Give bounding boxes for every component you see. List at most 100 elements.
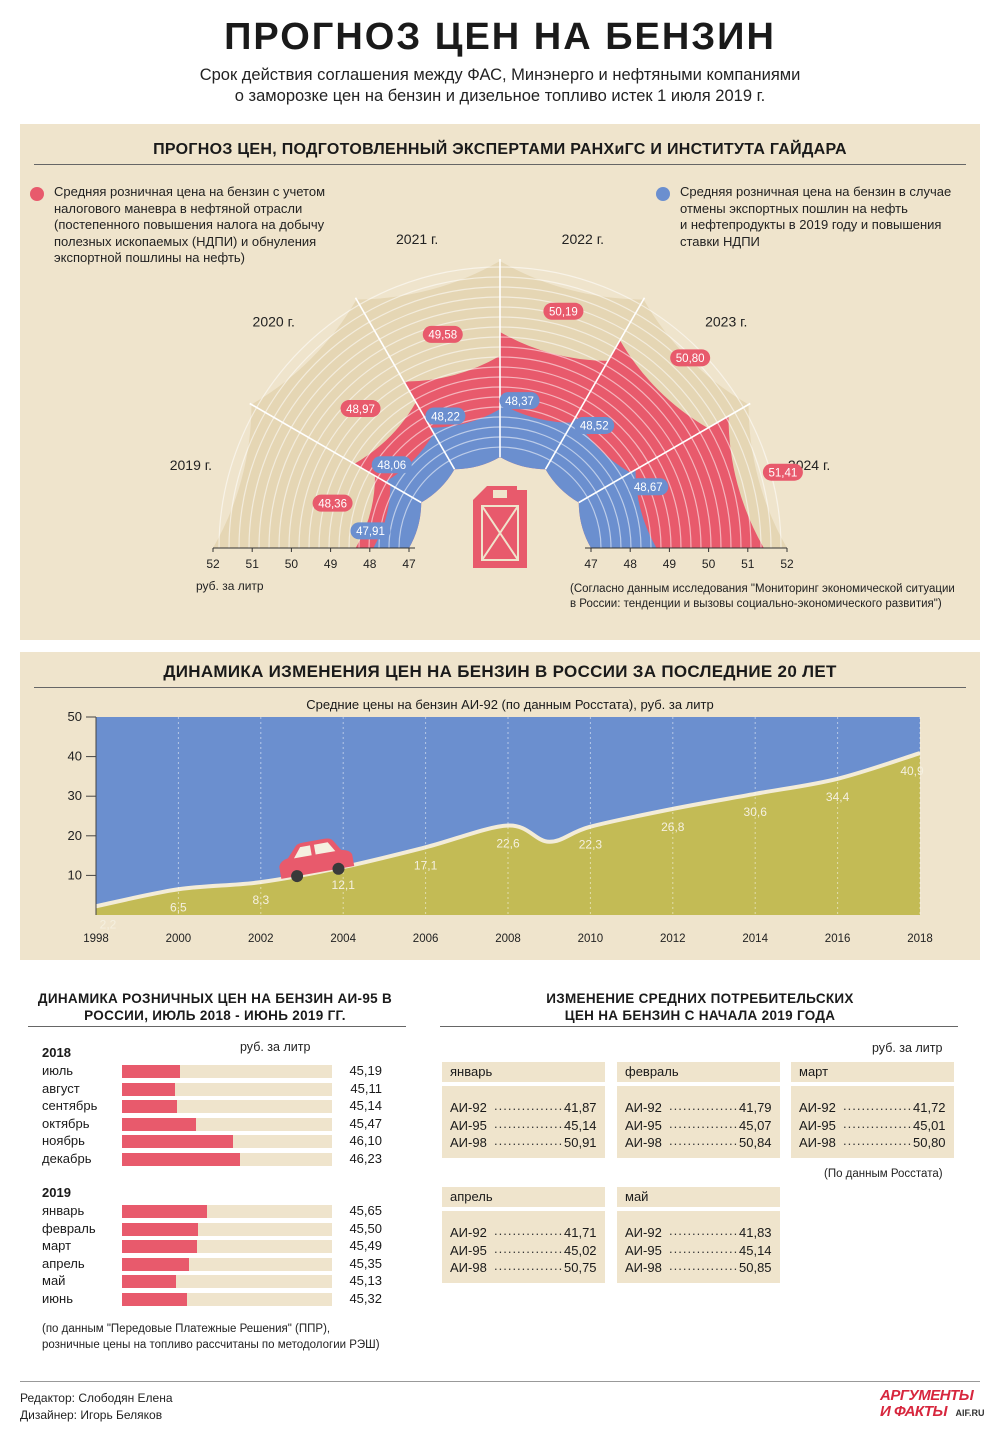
fuel-name: АИ-95 (625, 1117, 662, 1133)
forecast-source-line-2: в России: тенденции и вызовы социально-э… (570, 598, 942, 610)
fuel-name: АИ-98 (450, 1135, 487, 1150)
red-value-label: 48,97 (346, 404, 375, 416)
ai95-heading: ДИНАМИКА РОЗНИЧНЫХ ЦЕН НА БЕНЗИН АИ-95 В… (37, 991, 393, 1023)
legend-blue-dot (656, 187, 670, 201)
fuel-name: АИ-95 (625, 1242, 662, 1258)
data-label: 6,5 (170, 900, 187, 914)
dynamics-chart-title: Средние цены на бензин АИ-92 (по данным … (306, 697, 714, 712)
x-tick-label: 2000 (166, 933, 192, 945)
fuel-price-row: АИ-92...................................… (799, 1098, 949, 1115)
leader-dots: ........................................ (843, 1098, 911, 1113)
red-value-label: 51,41 (769, 467, 798, 479)
car-window (313, 842, 336, 855)
month-header: май (617, 1187, 780, 1207)
logo-line-2: И ФАКТЫ (880, 1403, 948, 1420)
aif-logo: АРГУМЕНТЫ И ФАКТЫ AIF.RU (880, 1388, 985, 1425)
leader-dots: ........................................ (669, 1258, 737, 1273)
leader-dots: ........................................ (669, 1098, 737, 1113)
fuel-name: АИ-92 (625, 1225, 662, 1240)
fuel-price-row: АИ-95...................................… (625, 1116, 775, 1133)
page-title: ПРОГНОЗ ЦЕН НА БЕНЗИН (224, 16, 776, 58)
fuel-name: АИ-92 (625, 1100, 662, 1115)
month-name: январь (450, 1064, 493, 1079)
car-icon (279, 838, 355, 883)
consumer-heading-text: ИЗМЕНЕНИЕ СРЕДНИХ ПОТРЕБИТЕЛЬСКИХ ЦЕН НА… (546, 991, 854, 1023)
car-wheel (332, 862, 345, 875)
fuel-name: АИ-95 (450, 1242, 487, 1258)
year-label: 2019 г. (170, 457, 212, 473)
jerrycan-panel (481, 505, 519, 561)
fuel-price: 50,85 (739, 1260, 772, 1275)
blue-value-label-pill (574, 416, 615, 434)
month-values-box: АИ-92...................................… (442, 1086, 605, 1158)
x-tick-label: 2002 (248, 933, 274, 945)
blue-value-label: 48,37 (505, 396, 534, 408)
red-value-label-pill (670, 349, 711, 367)
fuel-price-row: АИ-98...................................… (450, 1133, 600, 1150)
month-values-box: АИ-92...................................… (442, 1211, 605, 1283)
month-header: январь (442, 1062, 605, 1082)
fuel-price-row: АИ-95...................................… (450, 1116, 600, 1133)
leader-dots: ........................................ (669, 1133, 737, 1148)
year-label: 2023 г. (705, 314, 747, 330)
blue-value-label: 48,67 (634, 482, 663, 494)
fuel-name: АИ-98 (625, 1135, 662, 1150)
y-tick-label: 20 (68, 828, 82, 843)
month-values-box: АИ-92...................................… (617, 1086, 780, 1158)
sector-divider (578, 402, 751, 504)
data-label: 26,8 (661, 820, 685, 834)
fuel-price-row: АИ-95...................................… (799, 1116, 949, 1133)
y-tick-label: 50 (68, 709, 82, 724)
data-label: 34,4 (826, 790, 850, 804)
year-label: 2021 г. (396, 231, 438, 247)
x-tick-label: 2012 (660, 933, 686, 945)
legend-red-dot (30, 187, 44, 201)
blue-bar (545, 417, 631, 503)
month-name: апрель (450, 1189, 493, 1204)
jerrycan-icon (473, 486, 527, 568)
x-tick-label: 2014 (742, 933, 768, 945)
blue-value-label: 47,91 (356, 526, 385, 538)
data-label: 22,6 (496, 837, 520, 851)
forecast-heading: ПРОГНОЗ ЦЕН, ПОДГОТОВЛЕННЫЙ ЭКСПЕРТАМИ Р… (153, 141, 847, 158)
x-tick-label: 2008 (495, 933, 521, 945)
dynamics-heading: ДИНАМИКА ИЗМЕНЕНИЯ ЦЕН НА БЕНЗИН В РОССИ… (163, 662, 837, 681)
leader-dots: ........................................ (669, 1223, 737, 1238)
fuel-price: 50,84 (739, 1135, 772, 1150)
legend-red-text: Средняя розничная цена на бензин с учето… (54, 184, 326, 265)
subtitle-line-2: о заморозке цен на бензин и дизельное то… (234, 87, 766, 105)
blue-value-label-pill (350, 522, 391, 540)
red-value-label: 48,36 (318, 498, 347, 510)
month-name: февраль (625, 1064, 679, 1079)
axis-tick-label: 47 (402, 557, 416, 571)
x-tick-label: 2016 (825, 933, 851, 945)
area-line (95, 751, 921, 909)
axis-tick-label: 49 (663, 557, 677, 571)
data-label: 40,9 (900, 764, 924, 778)
axis-tick-label: 51 (741, 557, 755, 571)
axis-tick-label: 52 (780, 557, 794, 571)
axis-tick-label: 51 (246, 557, 260, 571)
red-value-label: 50,80 (676, 353, 705, 365)
leader-dots: ........................................ (494, 1258, 562, 1273)
month-name: май (625, 1189, 649, 1204)
fuel-price-row: АИ-92...................................… (450, 1223, 600, 1240)
legend-blue-text: Средняя розничная цена на бензин в случа… (680, 184, 952, 249)
blue-value-label-pill (425, 407, 466, 425)
red-value-label-pill (312, 494, 353, 512)
month-name: март (799, 1064, 829, 1079)
car-window (293, 845, 312, 859)
footer-rule (20, 1381, 980, 1382)
subtitle-line-1: Срок действия соглашения между ФАС, Минэ… (199, 66, 801, 84)
blue-bar (578, 469, 657, 548)
year-label: 2022 г. (562, 231, 604, 247)
fuel-name: АИ-98 (625, 1260, 662, 1275)
blue-bar (385, 433, 455, 503)
fuel-price: 41,72 (913, 1100, 946, 1115)
axis-tick-label: 48 (624, 557, 638, 571)
fuel-price: 45,02 (564, 1242, 597, 1258)
fuel-price-row: АИ-92...................................… (450, 1098, 600, 1115)
fuel-price: 45,14 (564, 1117, 597, 1133)
red-value-label-pill (422, 325, 463, 343)
y-tick-label: 40 (68, 749, 82, 764)
